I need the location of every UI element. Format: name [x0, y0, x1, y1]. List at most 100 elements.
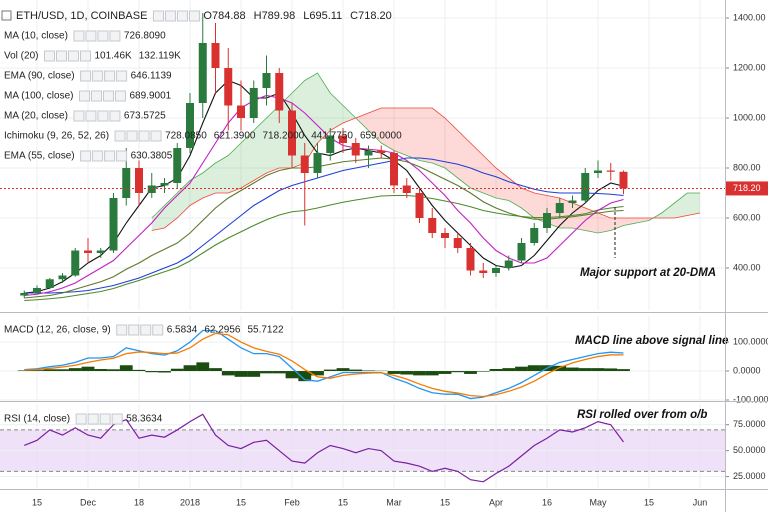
- legend-icon: [73, 30, 85, 42]
- legend-icon: [114, 130, 126, 142]
- histogram-bar: [272, 371, 286, 374]
- collapse-icon[interactable]: [1, 10, 12, 21]
- histogram-bar: [56, 369, 69, 372]
- candle-body: [224, 68, 233, 106]
- cloud-segment: [241, 130, 254, 188]
- legend-icon: [104, 70, 116, 82]
- indicator-line: [24, 94, 624, 297]
- candle-body: [122, 168, 131, 198]
- legend-icon: [73, 110, 85, 122]
- histogram-bar: [387, 371, 401, 374]
- legend-value: 55.7122: [247, 325, 284, 336]
- candle-body: [377, 150, 386, 153]
- legend-icon: [80, 150, 92, 162]
- legend-icon: [85, 30, 97, 42]
- cloud-segment: [253, 118, 267, 181]
- candle-body: [364, 150, 373, 156]
- legend-name: RSI (14, close): [4, 414, 70, 425]
- cloud-segment: [445, 118, 458, 178]
- cloud-segment: [228, 143, 241, 193]
- data-layer: [0, 13, 725, 483]
- y-tick-label: 1000.00: [733, 112, 766, 122]
- legend-name: MA (100, close): [4, 91, 73, 102]
- legend-icon: [85, 110, 97, 122]
- candle-body: [479, 270, 488, 273]
- histogram-bar: [30, 370, 44, 372]
- y-tick-label: 75.0000: [733, 419, 766, 429]
- y-tick-label: 0.0000: [733, 365, 761, 375]
- histogram-bar: [349, 369, 363, 372]
- candle-body: [466, 248, 475, 271]
- chart-title: ETH/USD, 1D, COINBASE: [16, 10, 147, 22]
- cloud-segment: [457, 130, 471, 188]
- legend-icon: [78, 90, 90, 102]
- cloud-span-a: [151, 72, 700, 234]
- legend-value: 132.119K: [139, 51, 181, 62]
- ohlc-label: H789.98: [254, 10, 296, 22]
- legend-icon: [55, 50, 67, 62]
- candle-body: [109, 198, 118, 251]
- histogram-bar: [94, 369, 108, 372]
- candle-body: [84, 250, 92, 253]
- x-tick-label: Feb: [284, 497, 300, 507]
- legend-value: 630.3805: [131, 151, 173, 162]
- legend-name: MACD (12, 26, close, 9): [4, 325, 111, 336]
- candle-body: [390, 153, 398, 186]
- x-tick-label: 16: [542, 497, 552, 507]
- indicator-line: [24, 157, 624, 294]
- legend-icon: [116, 70, 128, 82]
- x-tick-label: May: [589, 497, 607, 507]
- cloud-segment: [687, 193, 700, 216]
- y-tick-label: -100.0000: [733, 394, 768, 404]
- cloud-segment: [432, 108, 445, 168]
- candle-body: [160, 183, 169, 186]
- legend-icon: [104, 150, 116, 162]
- histogram-bar: [158, 371, 171, 373]
- histogram-bar: [311, 371, 324, 376]
- histogram-bar: [145, 371, 159, 373]
- cloud-segment: [674, 193, 688, 218]
- candle-body: [543, 213, 551, 228]
- histogram-bar: [336, 368, 350, 372]
- cloud-segment: [202, 163, 216, 198]
- cloud-segment: [610, 218, 624, 231]
- cloud-segment: [343, 105, 356, 123]
- histogram-bar: [400, 371, 414, 375]
- legend-icon: [164, 10, 176, 22]
- histogram-bar: [451, 371, 465, 373]
- legend-name: MA (20, close): [4, 111, 68, 122]
- histogram-bar: [183, 365, 197, 372]
- candle-body: [453, 238, 462, 248]
- signal-line: [24, 332, 624, 398]
- candle-body: [441, 233, 449, 238]
- histogram-bar: [81, 366, 95, 372]
- histogram-bar: [285, 371, 299, 379]
- histogram-bar: [617, 369, 630, 372]
- legend-icon: [92, 70, 104, 82]
- ohlc-label: L695.11: [303, 10, 342, 22]
- x-tick-label: 15: [440, 497, 450, 507]
- candle-body: [275, 73, 284, 111]
- candle-body: [492, 268, 500, 273]
- cloud-segment: [406, 108, 420, 161]
- legend-icon: [152, 10, 164, 22]
- cloud-segment: [368, 108, 382, 143]
- text-layer: 15 Dec 18 2018 15 Feb 15 Mar 15 Apr 16 May 15 Jun 400.…: [4, 10, 768, 507]
- legend-icon: [75, 413, 87, 425]
- legend-icon: [176, 10, 188, 22]
- histogram-bar: [170, 368, 184, 372]
- cloud-segment: [190, 173, 203, 206]
- legend-value: 726.8090: [124, 31, 166, 42]
- x-tick-label: 15: [236, 497, 246, 507]
- legend-icon: [92, 150, 104, 162]
- candle-body: [198, 43, 207, 103]
- candle-body: [58, 275, 67, 280]
- legend-icon: [111, 413, 123, 425]
- histogram-bar: [425, 371, 439, 376]
- histogram-bar: [438, 371, 452, 374]
- candle-body: [351, 143, 360, 156]
- histogram-bar: [221, 371, 235, 376]
- legend-icon: [80, 70, 92, 82]
- y-tick-label: 800.00: [733, 162, 761, 172]
